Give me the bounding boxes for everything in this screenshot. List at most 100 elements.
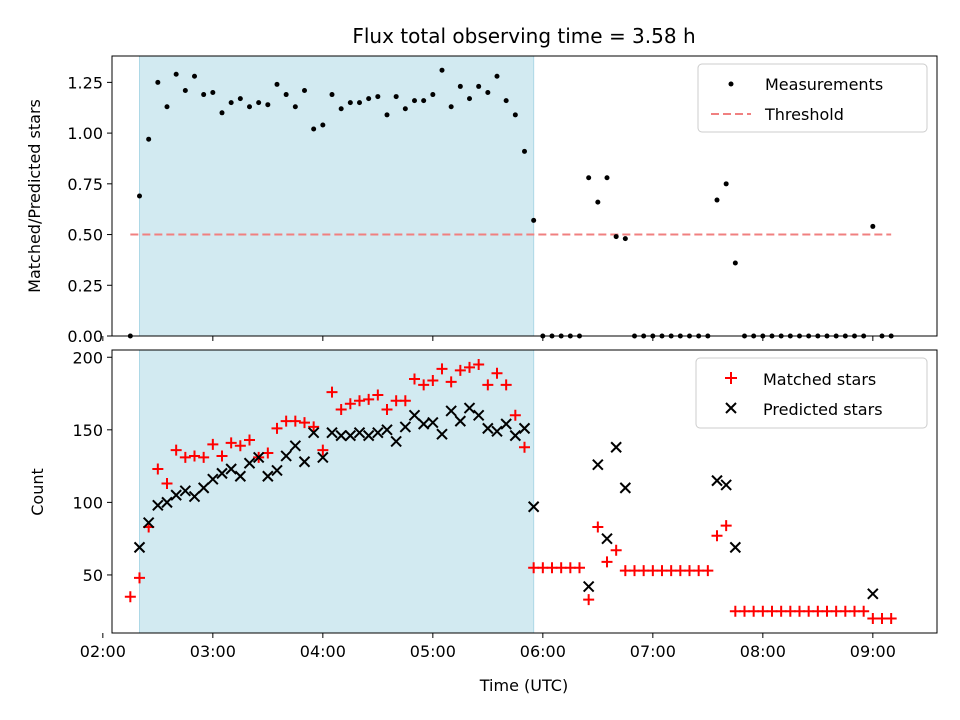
matched-stars-point-12 [234, 440, 246, 452]
legend-label-threshold: Threshold [764, 105, 844, 124]
matched-stars-point-28 [381, 404, 393, 416]
bottom-y-axis-label: Count [28, 468, 47, 516]
y-tick-label-150: 150 [72, 421, 103, 440]
predicted-stars-point-23 [344, 429, 357, 442]
matched-stars-point-83 [885, 612, 897, 624]
matched-stars-point-51 [592, 521, 604, 533]
legend-marker-matched-stars [725, 372, 737, 384]
matched-stars-point-31 [409, 373, 420, 385]
matched-stars-point-40 [491, 367, 503, 379]
predicted-stars-point-4 [170, 489, 182, 501]
measurements-point-5 [173, 71, 179, 77]
predicted-stars-point-51 [729, 541, 742, 554]
chart-title: Flux total observing time = 3.58 h [352, 24, 695, 48]
predicted-stars-point-37 [472, 409, 485, 422]
measurements-point-53 [613, 234, 619, 240]
measurements-point-3 [155, 79, 161, 85]
predicted-stars-point-1 [142, 516, 155, 529]
predicted-stars-point-3 [161, 496, 173, 509]
predicted-stars-point-45 [592, 458, 604, 471]
measurements-point-36 [457, 83, 463, 89]
matched-stars-point-41 [500, 379, 512, 391]
measurements-point-30 [402, 106, 408, 112]
legend-label-measurements: Measurements [765, 75, 883, 94]
matched-stars-point-1 [134, 572, 145, 584]
predicted-stars-point-27 [381, 424, 393, 436]
matched-stars-point-11 [225, 437, 237, 449]
measurements-point-38 [476, 83, 482, 89]
measurements-point-40 [494, 73, 500, 79]
measurements-point-2 [146, 136, 152, 142]
matched-stars-point-54 [619, 565, 631, 577]
matched-stars-point-26 [363, 393, 375, 405]
matched-stars-point-64 [711, 530, 723, 542]
predicted-stars-point-44 [582, 580, 595, 593]
matched-stars-point-49 [574, 562, 585, 574]
predicted-stars-point-22 [335, 429, 347, 442]
matched-stars-point-48 [564, 562, 576, 574]
matched-stars-point-23 [335, 404, 347, 416]
measurements-point-52 [604, 175, 610, 181]
measurements-point-15 [265, 102, 271, 108]
legend-label-matched-stars: Matched stars [763, 370, 876, 389]
observing-interval-shade [139, 55, 535, 337]
predicted-stars-point-24 [353, 427, 366, 439]
matched-stars-point-37 [464, 361, 475, 373]
predicted-stars-point-20 [317, 451, 329, 464]
measurements-point-81 [870, 223, 876, 229]
measurements-point-7 [192, 73, 197, 79]
matched-stars-point-69 [757, 605, 769, 617]
predicted-stars-point-29 [399, 421, 412, 433]
bottom-panel: 50 100 150 200 02:00 03:00 04:00 05:00 06:00 07:… [28, 348, 938, 695]
matched-stars-point-6 [179, 451, 191, 463]
measurements-point-11 [228, 100, 234, 106]
matched-stars-point-72 [784, 605, 796, 617]
measurements-point-51 [595, 199, 601, 205]
matched-stars-point-8 [198, 451, 210, 463]
predicted-stars-point-52 [867, 588, 879, 600]
top-panel: 0.00 0.25 0.50 0.75 1.00 1.25 Matched/Predict… [25, 55, 938, 346]
matched-stars-point-32 [418, 379, 430, 391]
measurements-point-32 [421, 98, 427, 104]
y-tick-label-0-25: 0.25 [67, 276, 103, 295]
predicted-stars-point-25 [362, 429, 375, 442]
top-panel-frame [111, 55, 938, 337]
x-axis-label: Time (UTC) [479, 676, 568, 695]
matched-stars-point-16 [271, 422, 283, 434]
matched-stars-point-30 [399, 395, 411, 407]
predicted-stars-point-15 [271, 464, 283, 477]
matched-stars-point-78 [839, 605, 851, 617]
predicted-stars-point-14 [262, 470, 274, 482]
matched-stars-point-13 [244, 434, 255, 446]
measurements-point-54 [622, 236, 628, 242]
x-tick-label-08-00: 08:00 [740, 642, 786, 661]
predicted-stars-point-32 [427, 416, 439, 429]
predicted-stars-point-26 [372, 427, 384, 439]
measurements-point-6 [182, 87, 188, 93]
top-legend: Measurements Threshold [697, 63, 928, 133]
observing-interval-shade [139, 349, 535, 634]
x-tick-label-03-00: 03:00 [190, 642, 236, 661]
y-tick-label-50: 50 [83, 566, 103, 585]
matched-stars-point-7 [189, 450, 200, 462]
predicted-stars-point-28 [390, 435, 402, 448]
predicted-stars-point-6 [188, 490, 201, 503]
predicted-stars-point-46 [601, 532, 613, 545]
y-tick-label-100: 100 [72, 493, 103, 512]
matched-stars-point-52 [601, 556, 613, 568]
measurements-point-31 [412, 98, 417, 104]
legend-label-predicted-stars: Predicted stars [763, 400, 883, 419]
matched-stars-point-43 [519, 441, 530, 453]
predicted-stars-point-48 [619, 482, 632, 494]
measurements-point-12 [237, 96, 243, 102]
matched-stars-point-4 [161, 478, 173, 490]
bottom-legend: Matched stars Predicted stars [695, 357, 928, 429]
matched-stars-point-18 [289, 415, 301, 427]
measurements-point-50 [586, 175, 592, 181]
top-legend-frame [697, 63, 928, 133]
matched-stars-point-35 [445, 376, 457, 388]
matched-stars-point-10 [216, 450, 228, 462]
predicted-stars-point-38 [482, 422, 494, 435]
y-tick-label-200: 200 [72, 348, 103, 367]
